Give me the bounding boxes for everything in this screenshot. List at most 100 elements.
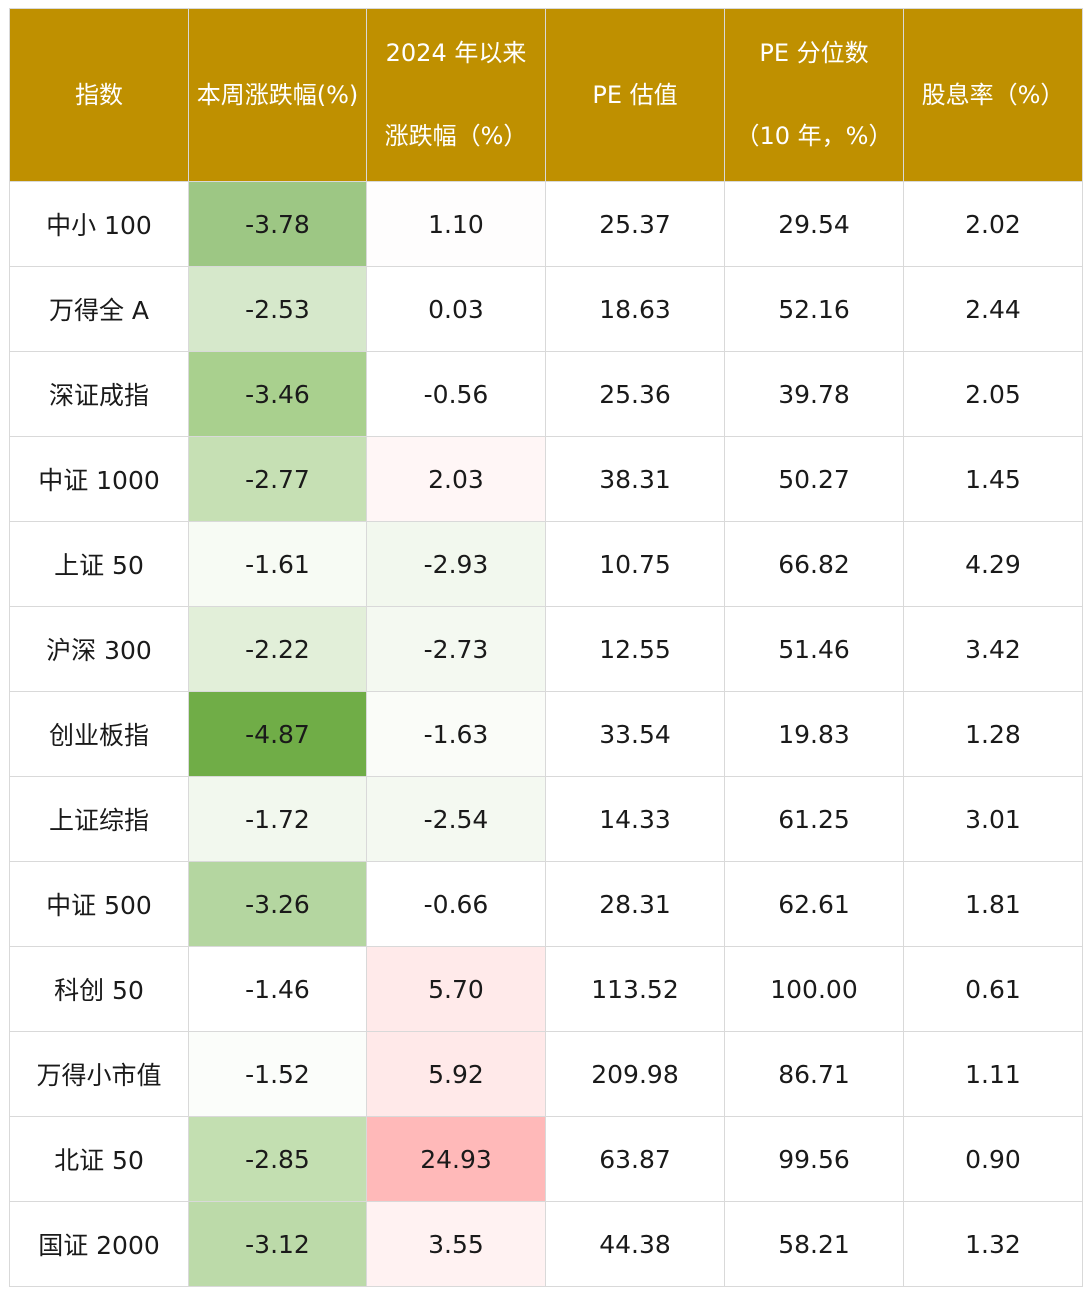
cell-week-change: -4.87 bbox=[188, 691, 367, 777]
cell-index-name: 万得小市值 bbox=[9, 1031, 189, 1117]
cell-dividend: 2.05 bbox=[903, 351, 1083, 437]
cell-index-name: 上证 50 bbox=[9, 521, 189, 607]
cell-week-change: -1.52 bbox=[188, 1031, 367, 1117]
cell-index-name: 中证 500 bbox=[9, 861, 189, 947]
table-row: 上证综指 -1.72 -2.54 14.33 61.25 3.01 bbox=[9, 776, 1083, 862]
cell-pe-percentile: 100.00 bbox=[724, 946, 904, 1032]
cell-pe: 209.98 bbox=[545, 1031, 725, 1117]
cell-week-change: -2.22 bbox=[188, 606, 367, 692]
header-ytd-change: 2024 年以来 涨跌幅（%） bbox=[366, 8, 546, 182]
cell-index-name: 创业板指 bbox=[9, 691, 189, 777]
cell-week-change: -3.26 bbox=[188, 861, 367, 947]
table-row: 中证 500 -3.26 -0.66 28.31 62.61 1.81 bbox=[9, 861, 1083, 947]
cell-pe: 25.36 bbox=[545, 351, 725, 437]
cell-pe: 28.31 bbox=[545, 861, 725, 947]
cell-ytd-change: 0.03 bbox=[366, 266, 546, 352]
header-pct-line2: （10 年，%） bbox=[735, 122, 893, 150]
cell-index-name: 深证成指 bbox=[9, 351, 189, 437]
cell-week-change: -1.46 bbox=[188, 946, 367, 1032]
table-row: 深证成指 -3.46 -0.56 25.36 39.78 2.05 bbox=[9, 351, 1083, 437]
cell-ytd-change: -2.54 bbox=[366, 776, 546, 862]
cell-dividend: 4.29 bbox=[903, 521, 1083, 607]
cell-pe-percentile: 39.78 bbox=[724, 351, 904, 437]
table-row: 万得全 A -2.53 0.03 18.63 52.16 2.44 bbox=[9, 266, 1083, 352]
cell-index-name: 上证综指 bbox=[9, 776, 189, 862]
cell-ytd-change: 3.55 bbox=[366, 1201, 546, 1287]
cell-pe-percentile: 29.54 bbox=[724, 181, 904, 267]
cell-pe: 63.87 bbox=[545, 1116, 725, 1202]
table-row: 中证 1000 -2.77 2.03 38.31 50.27 1.45 bbox=[9, 436, 1083, 522]
table-row: 万得小市值 -1.52 5.92 209.98 86.71 1.11 bbox=[9, 1031, 1083, 1117]
cell-dividend: 1.81 bbox=[903, 861, 1083, 947]
cell-week-change: -3.78 bbox=[188, 181, 367, 267]
cell-dividend: 1.11 bbox=[903, 1031, 1083, 1117]
cell-ytd-change: -2.93 bbox=[366, 521, 546, 607]
header-week-change: 本周涨跌幅(%) bbox=[188, 8, 367, 182]
cell-dividend: 3.42 bbox=[903, 606, 1083, 692]
cell-ytd-change: -0.66 bbox=[366, 861, 546, 947]
table-body: 中小 100 -3.78 1.10 25.37 29.54 2.02 万得全 A -2.53 0… bbox=[9, 181, 1083, 1287]
cell-ytd-change: -0.56 bbox=[366, 351, 546, 437]
table-row: 上证 50 -1.61 -2.93 10.75 66.82 4.29 bbox=[9, 521, 1083, 607]
cell-pe-percentile: 61.25 bbox=[724, 776, 904, 862]
cell-week-change: -2.85 bbox=[188, 1116, 367, 1202]
cell-pe: 12.55 bbox=[545, 606, 725, 692]
cell-index-name: 沪深 300 bbox=[9, 606, 189, 692]
cell-dividend: 1.32 bbox=[903, 1201, 1083, 1287]
cell-ytd-change: 24.93 bbox=[366, 1116, 546, 1202]
table-row: 国证 2000 -3.12 3.55 44.38 58.21 1.32 bbox=[9, 1201, 1083, 1287]
cell-dividend: 3.01 bbox=[903, 776, 1083, 862]
cell-dividend: 1.28 bbox=[903, 691, 1083, 777]
cell-pe-percentile: 86.71 bbox=[724, 1031, 904, 1117]
cell-pe: 113.52 bbox=[545, 946, 725, 1032]
table-row: 沪深 300 -2.22 -2.73 12.55 51.46 3.42 bbox=[9, 606, 1083, 692]
index-table-container: 指数 本周涨跌幅(%) 2024 年以来 涨跌幅（%） PE 估值 PE 分位数… bbox=[9, 8, 1083, 1287]
cell-pe: 38.31 bbox=[545, 436, 725, 522]
table-row: 北证 50 -2.85 24.93 63.87 99.56 0.90 bbox=[9, 1116, 1083, 1202]
cell-dividend: 2.44 bbox=[903, 266, 1083, 352]
cell-ytd-change: 2.03 bbox=[366, 436, 546, 522]
cell-index-name: 万得全 A bbox=[9, 266, 189, 352]
header-pe: PE 估值 bbox=[545, 8, 725, 182]
cell-pe-percentile: 19.83 bbox=[724, 691, 904, 777]
table-row: 科创 50 -1.46 5.70 113.52 100.00 0.61 bbox=[9, 946, 1083, 1032]
cell-pe-percentile: 51.46 bbox=[724, 606, 904, 692]
cell-index-name: 国证 2000 bbox=[9, 1201, 189, 1287]
cell-week-change: -3.12 bbox=[188, 1201, 367, 1287]
cell-dividend: 0.61 bbox=[903, 946, 1083, 1032]
cell-pe-percentile: 99.56 bbox=[724, 1116, 904, 1202]
cell-ytd-change: -1.63 bbox=[366, 691, 546, 777]
cell-index-name: 中小 100 bbox=[9, 181, 189, 267]
header-ytd-line1: 2024 年以来 bbox=[385, 39, 527, 67]
cell-pe-percentile: 66.82 bbox=[724, 521, 904, 607]
cell-index-name: 科创 50 bbox=[9, 946, 189, 1032]
cell-ytd-change: 5.92 bbox=[366, 1031, 546, 1117]
header-index: 指数 bbox=[9, 8, 189, 182]
cell-week-change: -3.46 bbox=[188, 351, 367, 437]
cell-pe: 14.33 bbox=[545, 776, 725, 862]
cell-dividend: 1.45 bbox=[903, 436, 1083, 522]
cell-pe: 10.75 bbox=[545, 521, 725, 607]
cell-pe-percentile: 50.27 bbox=[724, 436, 904, 522]
table-row: 中小 100 -3.78 1.10 25.37 29.54 2.02 bbox=[9, 181, 1083, 267]
cell-week-change: -2.77 bbox=[188, 436, 367, 522]
cell-index-name: 中证 1000 bbox=[9, 436, 189, 522]
cell-ytd-change: 5.70 bbox=[366, 946, 546, 1032]
cell-pe-percentile: 52.16 bbox=[724, 266, 904, 352]
cell-pe-percentile: 62.61 bbox=[724, 861, 904, 947]
cell-pe: 33.54 bbox=[545, 691, 725, 777]
cell-ytd-change: -2.73 bbox=[366, 606, 546, 692]
header-ytd-line2: 涨跌幅（%） bbox=[384, 122, 528, 150]
cell-dividend: 2.02 bbox=[903, 181, 1083, 267]
cell-pe: 25.37 bbox=[545, 181, 725, 267]
cell-pe: 44.38 bbox=[545, 1201, 725, 1287]
header-row: 指数 本周涨跌幅(%) 2024 年以来 涨跌幅（%） PE 估值 PE 分位数… bbox=[9, 8, 1083, 182]
table-row: 创业板指 -4.87 -1.63 33.54 19.83 1.28 bbox=[9, 691, 1083, 777]
header-pct-line1: PE 分位数 bbox=[759, 39, 869, 67]
cell-pe: 18.63 bbox=[545, 266, 725, 352]
cell-dividend: 0.90 bbox=[903, 1116, 1083, 1202]
cell-pe-percentile: 58.21 bbox=[724, 1201, 904, 1287]
cell-week-change: -1.61 bbox=[188, 521, 367, 607]
cell-week-change: -1.72 bbox=[188, 776, 367, 862]
index-table: 指数 本周涨跌幅(%) 2024 年以来 涨跌幅（%） PE 估值 PE 分位数… bbox=[9, 8, 1083, 1287]
